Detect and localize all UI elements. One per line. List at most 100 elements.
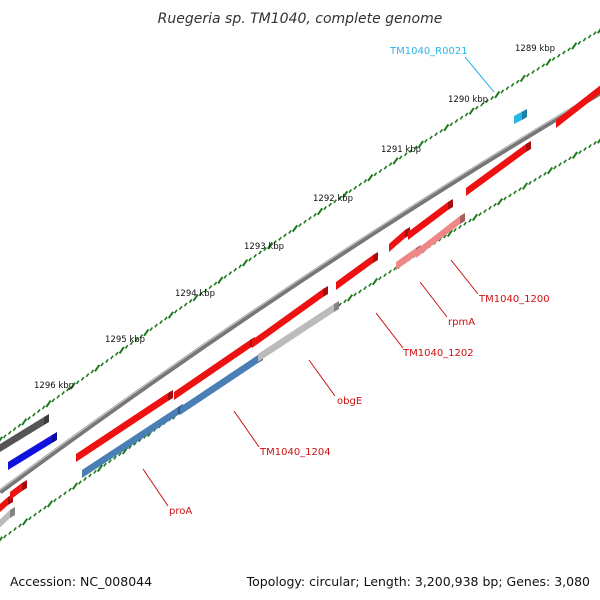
outer-tick (303, 219, 307, 224)
inner-tick (353, 292, 357, 297)
outer-tick (159, 320, 163, 325)
inner-tick (543, 171, 547, 176)
gene-label-tm1040-r0021[interactable]: TM1040_R0021 (389, 46, 468, 57)
gene-red-mid[interactable] (252, 286, 328, 348)
gene-tm1040-r0021-rna[interactable] (514, 109, 527, 124)
outer-tick (587, 34, 592, 39)
outer-tick (228, 271, 233, 276)
outer-tick (515, 79, 520, 84)
outer-tick (592, 31, 597, 36)
inner-tick (58, 494, 62, 499)
outer-tick (398, 155, 403, 160)
inner-tick (471, 213, 479, 222)
gene-tm1040-1202[interactable] (336, 252, 378, 290)
inner-tick (378, 276, 382, 281)
outer-tick (288, 229, 292, 234)
outer-tick (577, 40, 582, 45)
gene-left-red-small[interactable] (10, 480, 27, 500)
inner-tick (53, 498, 57, 503)
inner-tick (558, 162, 562, 167)
scale-label-1295: 1295 kbp (105, 335, 145, 345)
outer-tick (258, 250, 262, 255)
gene-grey-mid[interactable] (258, 301, 339, 362)
genome-summary-text: Topology: circular; Length: 3,200,938 bp… (246, 574, 590, 589)
inner-tick (83, 476, 87, 482)
gene-left-dark[interactable] (0, 414, 49, 452)
gene-label-proa[interactable]: proA (169, 506, 192, 517)
gene-label-tm1040-1202[interactable]: TM1040_1202 (402, 348, 474, 359)
outer-tick (494, 90, 501, 99)
inner-tick (358, 289, 362, 294)
outer-tick (454, 118, 459, 124)
gene-label-obge[interactable]: obgE (337, 396, 362, 407)
outer-tick (323, 206, 327, 211)
scale-label-1296: 1296 kbp (34, 381, 74, 391)
map-title: Ruegeria sp. TM1040, complete genome (158, 11, 443, 27)
outer-tick (449, 122, 454, 127)
leader-tm1040-1200 (450, 259, 479, 295)
outer-tick (333, 199, 337, 204)
scale-label-1289: 1289 kbp (515, 44, 555, 54)
inner-tick (388, 269, 392, 274)
outer-tick (129, 341, 134, 346)
outer-tick (27, 416, 31, 421)
outer-tick (363, 178, 368, 184)
gene-label-tm1040-1200[interactable]: TM1040_1200 (478, 294, 550, 305)
outer-tick (358, 182, 363, 187)
gene-upper-red[interactable] (466, 141, 531, 196)
leader-tm1040-r0021 (464, 56, 495, 93)
inner-tick (468, 218, 472, 223)
outer-tick (373, 172, 378, 177)
inner-tick (33, 512, 37, 517)
inner-tick (71, 482, 79, 490)
outer-tick (408, 148, 413, 153)
inner-tick (13, 527, 17, 532)
gene-pink-b[interactable] (416, 213, 465, 258)
outer-tick (383, 165, 388, 170)
leader-proa (142, 468, 169, 507)
outer-tick (183, 302, 188, 307)
inner-tick (18, 523, 22, 528)
inner-tick (78, 480, 82, 485)
gene-far-left-grey[interactable] (0, 507, 15, 535)
leader-obge (308, 359, 336, 397)
outer-tick (223, 274, 228, 279)
gene-pink-a[interactable] (396, 245, 421, 270)
inner-tick (528, 180, 532, 186)
inner-tick (553, 165, 557, 170)
outer-tick (154, 323, 158, 328)
outer-tick (392, 157, 399, 165)
outer-tick (178, 305, 183, 311)
outer-tick (69, 382, 76, 390)
gene-label-tm1040-1204[interactable]: TM1040_1204 (259, 447, 331, 458)
outer-tick (291, 224, 299, 233)
outer-tick (545, 58, 552, 66)
inner-tick (0, 536, 4, 542)
outer-tick (21, 418, 28, 426)
outer-tick (217, 276, 224, 284)
outer-tick (248, 257, 252, 262)
gene-label-rpma[interactable]: rpmA (448, 317, 475, 328)
outer-tick (32, 412, 36, 417)
scale-label-1293: 1293 kbp (244, 242, 284, 252)
inner-tick (446, 229, 454, 237)
outer-tick (468, 107, 475, 115)
outer-tick (443, 123, 450, 132)
scale-labels: 1289 kbp 1290 kbp 1291 kbp 1292 kbp 1293… (34, 44, 555, 391)
gene-rpma-red[interactable] (389, 227, 410, 252)
inner-tick (338, 302, 342, 307)
gene-far-right-red[interactable] (556, 81, 600, 128)
gene-left-blue[interactable] (8, 432, 57, 470)
outer-tick (429, 135, 433, 140)
gene-proa-red[interactable] (76, 390, 173, 462)
outer-tick (367, 173, 374, 182)
outer-tick (342, 190, 349, 199)
gene-tm1040-1200-red[interactable] (408, 199, 453, 240)
inner-tick (443, 234, 447, 239)
inner-tick (493, 202, 497, 207)
outer-tick (0, 436, 4, 442)
inner-tick (43, 505, 47, 510)
outer-tick (459, 115, 464, 120)
outer-tick (582, 37, 587, 42)
